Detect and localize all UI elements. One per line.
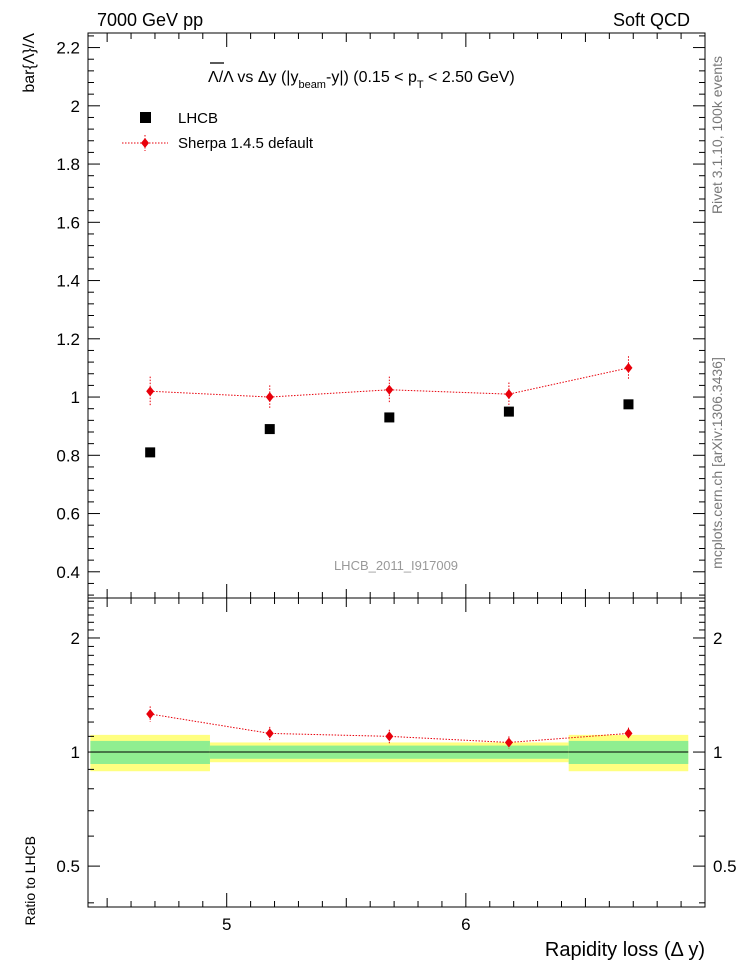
data-point-lhcb <box>503 406 514 417</box>
header-process: Soft QCD <box>613 10 690 30</box>
ratio-point-sherpa <box>504 737 513 748</box>
title-prefix: Λ/Λ vs Δy (|y <box>208 69 298 86</box>
ratio-point-sherpa <box>385 731 394 742</box>
x-tick-label: 5 <box>222 915 231 934</box>
title-sub-t: T <box>417 79 424 91</box>
ratio-y-tick-label-right: 1 <box>713 743 722 762</box>
main-panel: 0.4 0.6 0.8 1 1.2 1.4 1.6 1.8 2 2.2 <box>56 32 706 599</box>
ratio-point-sherpa <box>265 728 274 739</box>
main-y-tick-label: 1 <box>71 388 80 407</box>
title-suffix: < 2.50 GeV) <box>424 69 515 86</box>
main-y-tick-label: 1.8 <box>56 155 80 174</box>
mc-point-sherpa <box>146 386 155 397</box>
plot-title-text: Λ/Λ vs Δy (|ybeam-y|) (0.15 < pT < 2.50 … <box>208 69 515 91</box>
mc-point-sherpa <box>385 384 394 395</box>
ratio-y-tick-label: 0.5 <box>56 857 80 876</box>
header-energy: 7000 GeV pp <box>97 10 203 30</box>
rivet-version-label: Rivet 3.1.10, 100k events <box>709 56 725 214</box>
x-axis-label: Rapidity loss (Δ y) <box>545 939 705 961</box>
main-y-axis-label: bar{Λ}/Λ <box>21 33 38 93</box>
mc-point-sherpa <box>265 392 274 403</box>
main-y-tick-label: 0.6 <box>56 505 80 524</box>
main-y-tick-label: 0.8 <box>56 446 80 465</box>
ratio-point-sherpa <box>624 728 633 739</box>
legend-data-label: LHCB <box>178 110 218 127</box>
ratio-y-tick-label: 1 <box>71 743 80 762</box>
main-y-tick-label: 2 <box>71 97 80 116</box>
data-point-lhcb <box>623 399 634 410</box>
main-y-tick-label: 0.4 <box>56 563 80 582</box>
title-sub-beam: beam <box>298 79 326 91</box>
ratio-point-sherpa <box>146 709 155 720</box>
main-y-tick-label: 1.2 <box>56 330 80 349</box>
legend-mc-label: Sherpa 1.4.5 default <box>178 135 314 152</box>
title-mid: -y|) (0.15 < p <box>326 69 417 86</box>
mc-series-line <box>150 367 629 398</box>
mc-point-sherpa <box>624 362 633 373</box>
analysis-watermark: LHCB_2011_I917009 <box>334 558 458 573</box>
ratio-y-tick-label-right: 2 <box>713 629 722 648</box>
plot-title: Λ/Λ vs Δy (|ybeam-y|) (0.15 < pT < 2.50 … <box>208 62 515 91</box>
legend-data-marker <box>140 112 151 123</box>
main-y-tick-label: 1.4 <box>56 272 80 291</box>
main-y-tick-label: 2.2 <box>56 39 80 58</box>
main-y-tick-label: 1.6 <box>56 213 80 232</box>
data-point-lhcb <box>384 412 395 423</box>
data-point-lhcb <box>264 424 275 435</box>
data-point-lhcb <box>145 447 156 458</box>
ratio-panel: 5 6 0.5 0.5 1 1 2 2 <box>56 597 737 934</box>
x-tick-label: 6 <box>461 915 470 934</box>
ratio-y-axis-label: Ratio to LHCB <box>22 836 38 925</box>
legend: LHCB Sherpa 1.4.5 default <box>122 110 314 152</box>
ratio-y-tick-label: 2 <box>71 629 80 648</box>
mc-point-sherpa <box>504 389 513 400</box>
ratio-y-tick-label-right: 0.5 <box>713 857 737 876</box>
mcplots-label: mcplots.cern.ch [arXiv:1306.3436] <box>709 357 725 569</box>
legend-mc-marker <box>141 138 149 148</box>
